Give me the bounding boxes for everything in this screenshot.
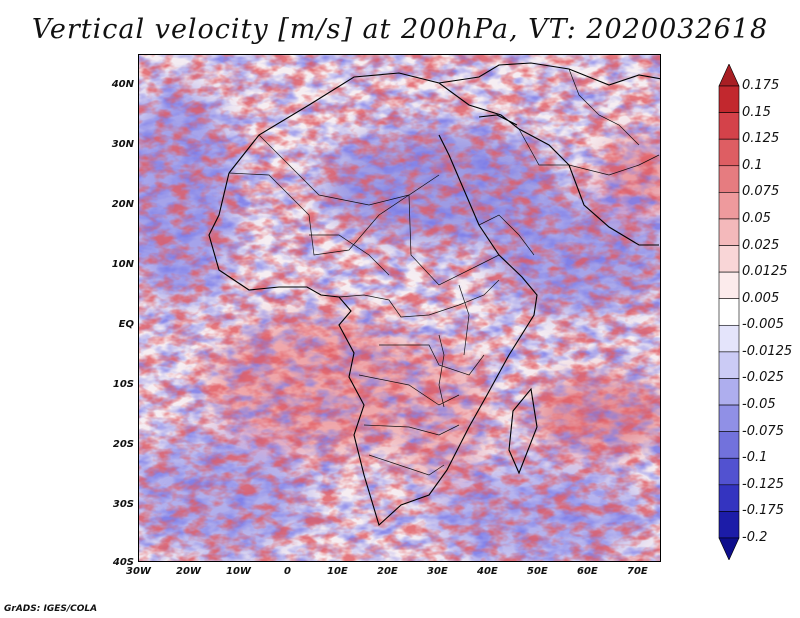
colorbar-swatch (718, 112, 740, 140)
colorbar-swatch (718, 484, 740, 512)
colorbar-label: 0.175 (742, 78, 780, 93)
colorbar-label: -0.025 (742, 370, 784, 386)
colorbar-swatch (718, 457, 740, 486)
colorbar-label: 0.025 (742, 237, 780, 253)
colorbar-label: -0.1 (742, 450, 768, 466)
lat-label: 10S (112, 379, 134, 390)
coastlines (208, 62, 660, 526)
lon-label: 10W (226, 566, 251, 577)
lon-label: 50E (527, 566, 548, 577)
lon-label: 40E (477, 566, 498, 577)
colorbar-label: 0.1 (742, 157, 763, 173)
colorbar-label: 0.15 (742, 104, 771, 120)
grads-credit: GrADS: IGES/COLA (4, 604, 98, 614)
lat-label: 30S (112, 499, 134, 510)
colorbar-swatch (718, 192, 740, 220)
colorbar-swatches (718, 64, 740, 560)
colorbar-swatch (718, 324, 740, 353)
lat-label: 20N (111, 199, 134, 210)
chart-title: Vertical velocity [m/s] at 200hPa, VT: 2… (31, 14, 769, 45)
lat-label: 10N (111, 259, 134, 270)
colorbar: 0.175 0.15 0.125 0.1 0.075 0.05 0.025 0.0125 0.0… (718, 64, 798, 560)
colorbar-swatch (718, 245, 740, 273)
colorbar-label: -0.005 (742, 317, 784, 333)
vertical-velocity-map (139, 55, 660, 561)
lon-label: 10E (327, 566, 348, 577)
colorbar-swatch (718, 351, 740, 379)
colorbar-label: 0.125 (742, 131, 780, 147)
map-frame (138, 54, 661, 562)
field-texture-red (139, 55, 660, 561)
colorbar-label: 0.005 (742, 290, 780, 306)
lon-label: 20W (176, 566, 201, 577)
lat-label: 40N (111, 79, 134, 90)
colorbar-label: 0.05 (742, 210, 771, 226)
colorbar-swatch (718, 218, 740, 246)
lon-label: 0 (284, 566, 291, 577)
colorbar-swatch (718, 431, 740, 459)
lon-label: 60E (577, 566, 598, 577)
colorbar-swatch (718, 404, 740, 432)
colorbar-swatch (718, 511, 740, 539)
lon-label: 30W (126, 566, 151, 577)
colorbar-swatch (718, 138, 740, 167)
country-borders (228, 68, 660, 476)
lon-label: 20E (377, 566, 398, 577)
colorbar-label: -0.075 (742, 423, 784, 439)
colorbar-label: -0.2 (742, 530, 768, 545)
lon-label: 70E (627, 566, 648, 577)
colorbar-swatch (718, 85, 740, 113)
colorbar-swatch (718, 64, 740, 87)
colorbar-swatch (718, 271, 740, 300)
colorbar-label: -0.125 (742, 476, 784, 492)
colorbar-label: 0.0125 (742, 264, 788, 280)
lat-label: EQ (118, 319, 134, 330)
colorbar-swatch (718, 298, 740, 326)
lat-label: 20S (112, 439, 134, 450)
colorbar-label: -0.0125 (742, 343, 793, 359)
colorbar-swatch (718, 537, 740, 560)
colorbar-swatch (718, 165, 740, 193)
lat-label: 40S (112, 557, 134, 568)
colorbar-label: -0.175 (742, 503, 784, 519)
lon-label: 30E (427, 566, 448, 577)
colorbar-label: -0.05 (742, 397, 776, 413)
colorbar-label: 0.075 (742, 184, 780, 200)
colorbar-swatch (718, 378, 740, 406)
lat-label: 30N (111, 139, 134, 150)
